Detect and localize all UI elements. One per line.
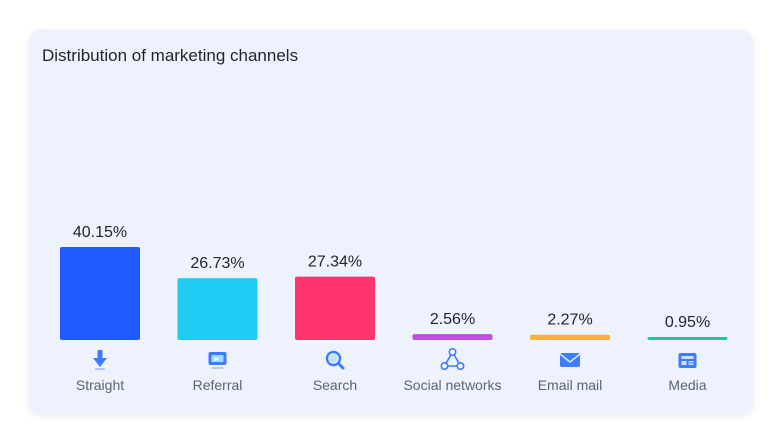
category-label: Media <box>668 377 706 393</box>
monitor-icon <box>208 352 227 369</box>
bar-straight <box>60 247 140 340</box>
category-label: Referral <box>193 377 243 393</box>
bar-social-networks <box>412 334 493 340</box>
bar-value-label: 2.56% <box>430 311 475 328</box>
envelope-icon <box>559 353 581 367</box>
search-icon <box>325 350 345 370</box>
newspaper-icon <box>678 353 697 368</box>
bar-value-label: 0.95% <box>665 314 710 331</box>
bar-search <box>295 276 375 340</box>
bar-chart: 40.15% Straight 26.73% Referral 27.34% Search… <box>60 224 728 393</box>
category-label: Email mail <box>538 377 603 393</box>
bar-value-label: 26.73% <box>190 255 244 272</box>
bars-layer: 40.15% Straight 26.73% Referral 27.34% Search… <box>60 224 728 393</box>
bar-media <box>647 337 728 340</box>
chart-card: Distribution of marketing channels 40.15… <box>29 30 753 414</box>
category-label: Straight <box>76 377 124 393</box>
category-label: Social networks <box>403 377 501 393</box>
bar-value-label: 40.15% <box>73 224 127 241</box>
bar-referral <box>177 278 258 340</box>
bar-email-mail <box>530 334 610 340</box>
download-arrow-icon <box>93 350 107 370</box>
chart-title: Distribution of marketing channels <box>42 46 299 65</box>
bar-value-label: 27.34% <box>308 254 362 271</box>
category-label: Search <box>313 377 357 393</box>
share-network-icon <box>440 348 465 371</box>
bar-value-label: 2.27% <box>547 312 592 329</box>
